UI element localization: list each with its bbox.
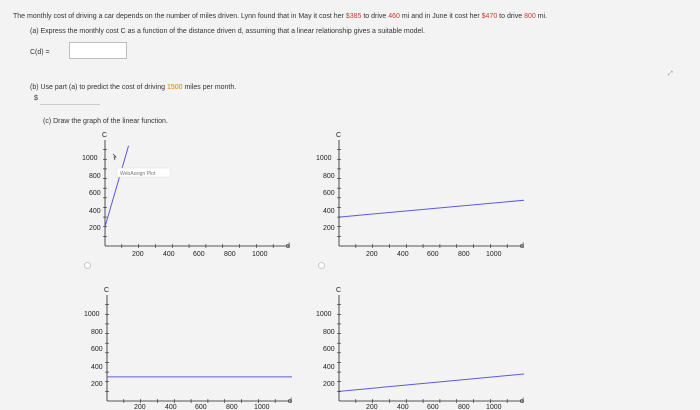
x-tick-label: 200 <box>132 251 144 258</box>
x-tick-label: 400 <box>397 251 409 258</box>
x-tick-label: 1000 <box>486 404 502 410</box>
y-tick-label: 600 <box>323 190 335 197</box>
part-c-text: (c) Draw the graph of the linear functio… <box>43 118 168 125</box>
graph-bottom-left[interactable]: C 1000 800 600 400 200 200 400 600 800 1… <box>82 283 312 410</box>
y-tick-label: 800 <box>89 173 101 180</box>
part-a-text: (a) Express the monthly cost C as a func… <box>30 28 425 35</box>
graph-ylabel: C <box>102 132 107 139</box>
graph-top-right-radio[interactable] <box>318 262 325 269</box>
x-ticks: 200 400 600 800 1000 <box>134 404 270 410</box>
x-tick-label: 400 <box>397 404 409 410</box>
graph-bottom-right[interactable]: C 1000 800 600 400 200 200 400 600 800 1… <box>314 283 544 410</box>
y-tick-label: 400 <box>89 208 101 215</box>
x-ticks: 200 400 600 800 1000 <box>366 404 502 410</box>
y-tick-label: 1000 <box>316 311 332 318</box>
y-tick-label: 400 <box>323 364 335 371</box>
y-ticks: 1000 800 600 400 200 <box>82 155 101 232</box>
x-tick-label: 1000 <box>252 251 268 258</box>
part-b-answer-field[interactable] <box>40 94 100 105</box>
graph-ylabel: C <box>336 132 341 139</box>
x-tick-label: 600 <box>195 404 207 410</box>
y-ticks: 1000 800 600 400 200 <box>316 155 335 232</box>
y-tick-label: 800 <box>91 329 103 336</box>
webassign-plot-tooltip <box>116 167 171 178</box>
intro-text-a: The monthly cost of driving a car depend… <box>13 13 346 20</box>
intro-text-d: to drive <box>497 13 525 20</box>
part-b-miles: 1500 <box>166 84 183 91</box>
x-ticks: 200 400 600 800 1000 <box>132 251 268 258</box>
intro-text-c: mi and in June it cost her <box>399 13 482 20</box>
graph-xlabel: d <box>286 243 290 250</box>
problem-statement: The monthly cost of driving a car depend… <box>13 12 547 21</box>
y-tick-label: 800 <box>323 329 335 336</box>
intro-text-b: to drive <box>361 13 389 20</box>
plot-line <box>338 199 525 218</box>
graph-xlabel: d <box>288 398 292 405</box>
part-b-text: (b) Use part (a) to predict the cost of … <box>30 83 236 92</box>
x-tick-label: 600 <box>427 251 439 258</box>
part-a-label: C(d) = <box>30 49 50 56</box>
may-miles: 460 <box>388 13 400 20</box>
y-tick-label: 400 <box>91 364 103 371</box>
part-b-text-a: (b) Use part (a) to predict the cost of … <box>30 84 167 91</box>
graph-top-left-radio[interactable] <box>84 262 91 269</box>
x-tick-label: 200 <box>134 404 146 410</box>
x-tick-label: 1000 <box>486 251 502 258</box>
y-tick-label: 1000 <box>84 311 100 318</box>
y-tick-label: 600 <box>89 190 101 197</box>
x-tick-label: 800 <box>458 251 470 258</box>
graph-ylabel: C <box>336 287 341 294</box>
graph-top-right[interactable]: C 1000 800 600 400 200 200 400 600 800 1… <box>314 128 544 263</box>
x-tick-label: 600 <box>427 404 439 410</box>
x-tick-label: 400 <box>163 251 175 258</box>
intro-text-e: mi. <box>535 13 548 20</box>
y-tick-label: 200 <box>89 225 101 232</box>
x-tick-label: 800 <box>458 404 470 410</box>
x-tick-label: 200 <box>366 251 378 258</box>
x-tick-label: 800 <box>224 251 236 258</box>
x-tick-label: 600 <box>193 251 205 258</box>
y-ticks: 1000 800 600 400 200 <box>84 311 103 388</box>
y-tick-label: 200 <box>323 225 335 232</box>
plot-line <box>104 145 130 227</box>
graph-xlabel: d <box>520 398 524 405</box>
part-b-text-b: miles per month. <box>182 84 237 91</box>
dollar-sign: $ <box>34 95 38 102</box>
x-ticks: 200 400 600 800 1000 <box>366 251 502 258</box>
june-cost: $470 <box>481 13 498 20</box>
y-tick-label: 1000 <box>316 155 332 162</box>
y-tick-label: 800 <box>323 173 335 180</box>
y-tick-label: 600 <box>323 346 335 353</box>
webassign-plot-label: WebAssign Plot <box>120 171 156 177</box>
y-tick-label: 200 <box>323 381 335 388</box>
x-tick-label: 800 <box>226 404 238 410</box>
graph-ylabel: C <box>104 287 109 294</box>
part-a-answer-field[interactable] <box>69 42 127 59</box>
y-ticks: 1000 800 600 400 200 <box>316 311 335 388</box>
expand-icon[interactable]: ⤢ <box>668 71 673 77</box>
y-tick-label: 200 <box>91 381 103 388</box>
may-cost: $385 <box>345 13 362 20</box>
x-tick-label: 400 <box>165 404 177 410</box>
june-miles: 800 <box>524 13 536 20</box>
x-tick-label: 1000 <box>254 404 270 410</box>
y-tick-label: 600 <box>91 346 103 353</box>
graph-top-left[interactable]: C 1000 800 600 400 200 200 400 600 800 1… <box>80 128 310 263</box>
x-tick-label: 200 <box>366 404 378 410</box>
y-tick-label: 400 <box>323 208 335 215</box>
graph-xlabel: d <box>520 243 524 250</box>
y-tick-label: 1000 <box>82 155 98 162</box>
plot-line <box>338 373 525 392</box>
cursor-icon <box>112 153 117 161</box>
